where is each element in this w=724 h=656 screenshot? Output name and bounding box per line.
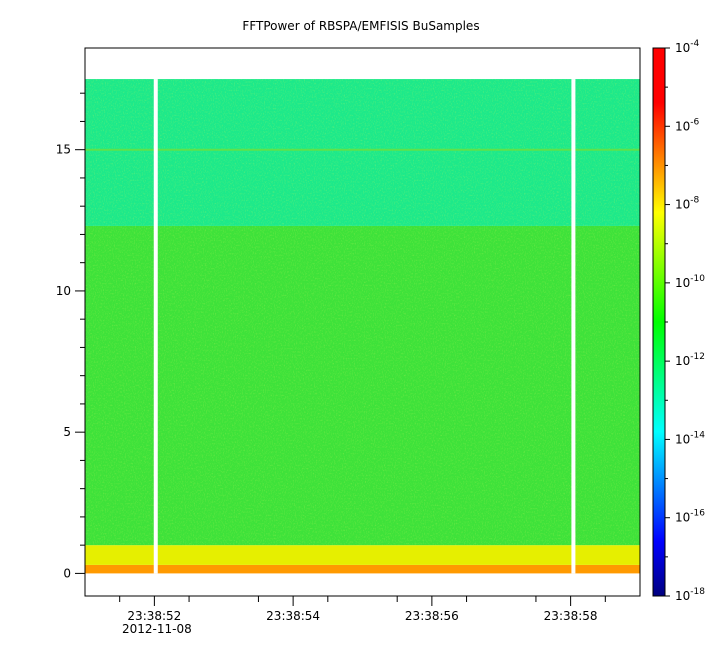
x-axis: 23:38:52 23:38:54 23:38:56 23:38:58 (119, 596, 606, 623)
colorbar-tick-label: 10-18 (675, 587, 705, 603)
y-tick-label: 0 (63, 566, 71, 580)
colorbar-tick-label: 10-4 (675, 39, 700, 55)
colorbar-gradient (652, 47, 666, 597)
heatmap-noise-texture (85, 79, 640, 546)
colorbar-tick-label: 10-16 (675, 509, 705, 525)
data-gap (153, 79, 158, 574)
x-tick-label: 23:38:52 (127, 609, 181, 623)
x-tick-label: 23:38:56 (405, 609, 459, 623)
y-tick-label: 15 (56, 143, 71, 157)
colorbar-ticks: 10-18 10-16 10-14 10-12 10-10 10-8 10-6 10-4 (665, 39, 705, 603)
heatmap-band-orange (85, 564, 640, 574)
colorbar-tick-label: 10-6 (675, 117, 700, 133)
chart-title: FFTPower of RBSPA/EMFISIS BuSamples (242, 19, 479, 33)
plot-frame (84, 47, 641, 597)
x-date-label: 2012-11-08 (122, 622, 192, 636)
colorbar-tick-label: 10-8 (675, 196, 700, 212)
colorbar: 10-18 10-16 10-14 10-12 10-10 10-8 10-6 10-4 (652, 39, 705, 603)
data-gap (571, 79, 576, 574)
heatmap-band-yellow (85, 545, 640, 565)
colorbar-tick-label: 10-12 (675, 352, 705, 368)
colorbar-tick-label: 10-14 (675, 430, 705, 446)
y-tick-label: 10 (56, 284, 71, 298)
x-tick-label: 23:38:54 (266, 609, 320, 623)
heatmap-area (85, 79, 640, 574)
y-tick-label: 5 (63, 425, 71, 439)
x-tick-label: 23:38:58 (544, 609, 598, 623)
y-axis: 0 5 10 15 (56, 92, 85, 580)
colorbar-tick-label: 10-10 (675, 274, 705, 290)
